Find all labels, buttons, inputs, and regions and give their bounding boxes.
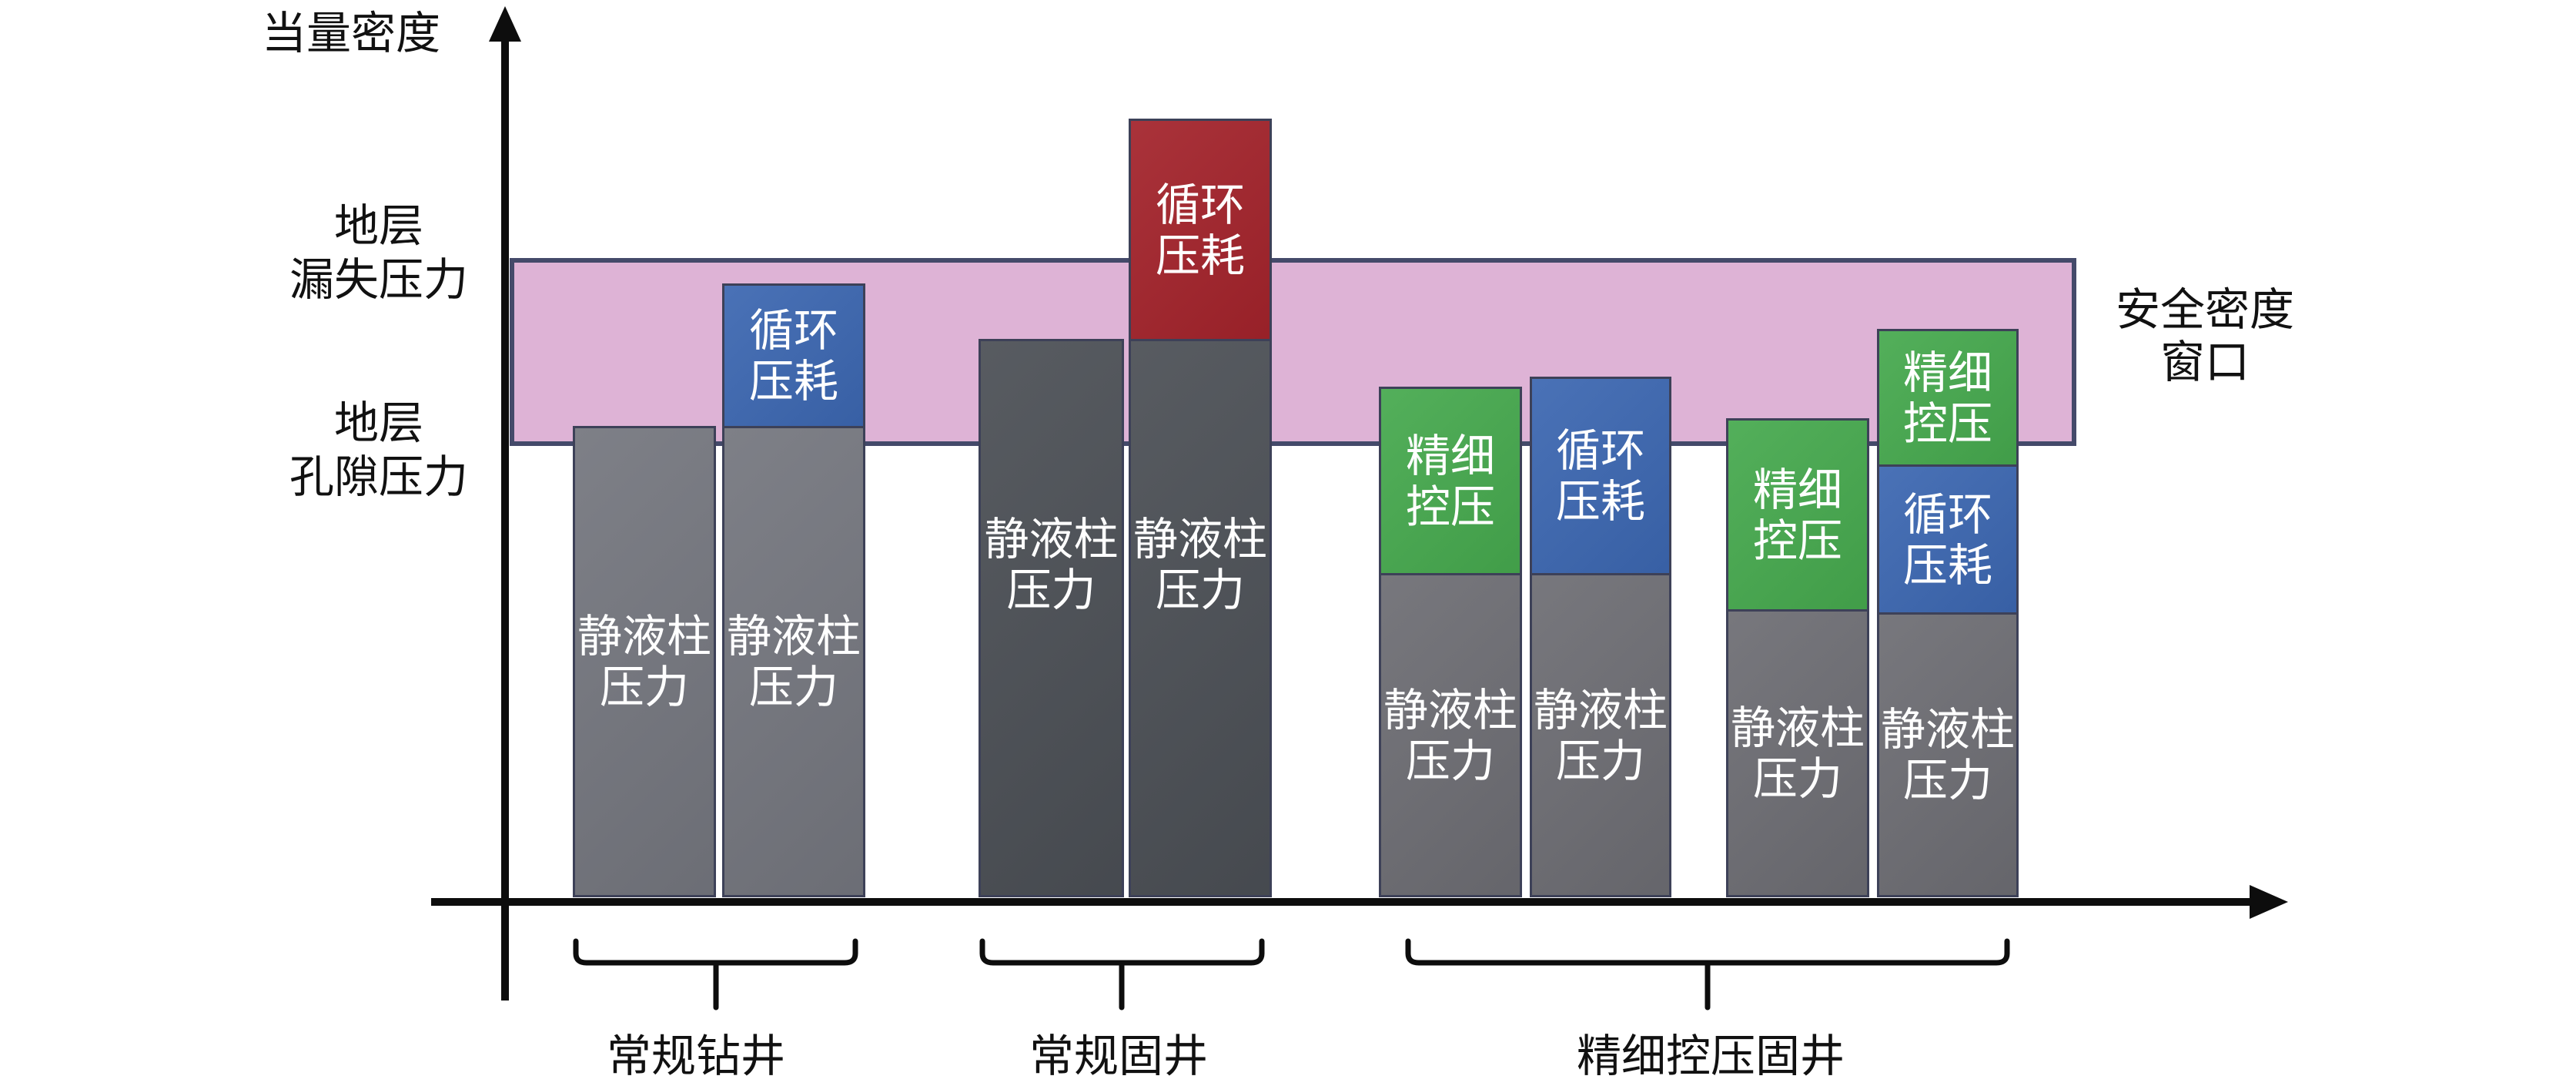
bar-conventional-drilling-2: 循环 压耗 静液柱 压力 (722, 283, 865, 897)
segment-label-line-2: 控压 (1405, 480, 1495, 533)
segment-label-line-1: 静液柱 (1730, 702, 1865, 754)
circulation-loss-segment: 循环 压耗 (1877, 464, 2019, 615)
pressure-control-segment: 精细 控压 (1726, 418, 1869, 612)
segment-label-line-1: 静液柱 (726, 610, 861, 662)
safe-window-line-2: 窗口 (2159, 336, 2250, 388)
y-axis-arrow (489, 6, 521, 42)
leakage-pressure-line-2: 漏失压力 (289, 253, 468, 306)
segment-label-line-1: 精细 (1752, 463, 1842, 516)
segment-label-line-1: 静液柱 (984, 513, 1119, 565)
brace-mpd-cementing (1405, 938, 2010, 1011)
pore-pressure-line-2: 孔隙压力 (289, 451, 468, 503)
segment-label-line-2: 压力 (748, 661, 838, 713)
segment-label-line-2: 压力 (1405, 734, 1495, 787)
segment-label-line-1: 静液柱 (1383, 683, 1517, 736)
group-label-conventional-drilling: 常规钻井 (606, 1030, 785, 1082)
circulation-loss-segment: 循环 压耗 (1129, 119, 1272, 341)
segment-label-line-1: 静液柱 (577, 610, 711, 662)
circulation-loss-segment: 循环 压耗 (722, 283, 865, 428)
segment-label-line-1: 精细 (1902, 346, 1992, 399)
group-label-mpd-cementing: 精细控压固井 (1576, 1030, 1845, 1082)
segment-label-line-1: 静液柱 (1533, 683, 1668, 736)
pore-pressure-line-1: 地层 (333, 397, 423, 449)
y-axis-label-text: 当量密度 (262, 7, 441, 59)
segment-label-line-1: 循环 (1155, 178, 1245, 231)
segment-label-line-2: 压耗 (1555, 475, 1645, 528)
segment-label-line-2: 压耗 (1155, 229, 1245, 282)
segment-label-line-2: 压力 (599, 661, 689, 713)
hydrostatic-pressure-segment: 静液柱 压力 (1379, 573, 1522, 897)
hydrostatic-pressure-segment: 静液柱 压力 (979, 339, 1124, 897)
segment-label-line-2: 压力 (1006, 564, 1096, 616)
bar-conventional-cementing-1: 静液柱 压力 (979, 339, 1124, 897)
segment-label-line-2: 压力 (1752, 752, 1842, 805)
group-label-conventional-cementing: 常规固井 (1029, 1030, 1208, 1082)
segment-label-line-1: 静液柱 (1880, 703, 2015, 756)
segment-label-line-2: 压力 (1902, 754, 1992, 806)
hydrostatic-pressure-segment: 静液柱 压力 (1530, 573, 1671, 897)
bar-conventional-drilling-1: 静液柱 压力 (573, 426, 716, 897)
bar-mpd-cementing-2: 循环 压耗 静液柱 压力 (1530, 377, 1671, 897)
hydrostatic-pressure-segment: 静液柱 压力 (1877, 612, 2019, 897)
segment-label-line-2: 压耗 (1902, 538, 1992, 592)
segment-label-line-1: 循环 (1902, 488, 1992, 541)
safe-window-label: 安全密度 窗口 (2113, 283, 2297, 388)
segment-label-line-1: 静液柱 (1132, 513, 1267, 565)
segment-label-line-2: 压耗 (748, 355, 838, 407)
x-axis-arrow (2250, 885, 2288, 919)
segment-label-line-1: 精细 (1405, 429, 1495, 482)
bar-conventional-cementing-2: 循环 压耗 静液柱 压力 (1129, 119, 1272, 897)
bar-mpd-cementing-3: 精细 控压 静液柱 压力 (1726, 418, 1869, 897)
pressure-control-segment: 精细 控压 (1379, 387, 1522, 575)
segment-label-line-1: 循环 (748, 304, 838, 357)
pore-pressure-label: 地层 孔隙压力 (286, 396, 471, 504)
segment-label-line-2: 压力 (1555, 734, 1645, 787)
y-axis-label: 当量密度 (262, 9, 454, 57)
hydrostatic-pressure-segment: 静液柱 压力 (1726, 609, 1869, 897)
leakage-pressure-line-1: 地层 (333, 199, 423, 252)
bar-mpd-cementing-1: 精细 控压 静液柱 压力 (1379, 387, 1522, 897)
pressure-control-segment: 精细 控压 (1877, 329, 2019, 467)
segment-label-line-2: 控压 (1902, 397, 1992, 450)
segment-label-line-1: 循环 (1555, 424, 1645, 477)
safe-window-line-1: 安全密度 (2115, 283, 2294, 336)
hydrostatic-pressure-segment: 静液柱 压力 (1129, 339, 1272, 897)
segment-label-line-2: 压力 (1155, 564, 1245, 616)
hydrostatic-pressure-segment: 静液柱 压力 (722, 426, 865, 897)
leakage-pressure-label: 地层 漏失压力 (286, 199, 471, 307)
bar-mpd-cementing-4: 精细 控压 循环 压耗 静液柱 压力 (1877, 329, 2019, 897)
circulation-loss-segment: 循环 压耗 (1530, 377, 1671, 575)
hydrostatic-pressure-segment: 静液柱 压力 (573, 426, 716, 897)
brace-conventional-cementing (979, 938, 1265, 1011)
segment-label-line-2: 控压 (1752, 514, 1842, 567)
brace-conventional-drilling (573, 938, 858, 1011)
